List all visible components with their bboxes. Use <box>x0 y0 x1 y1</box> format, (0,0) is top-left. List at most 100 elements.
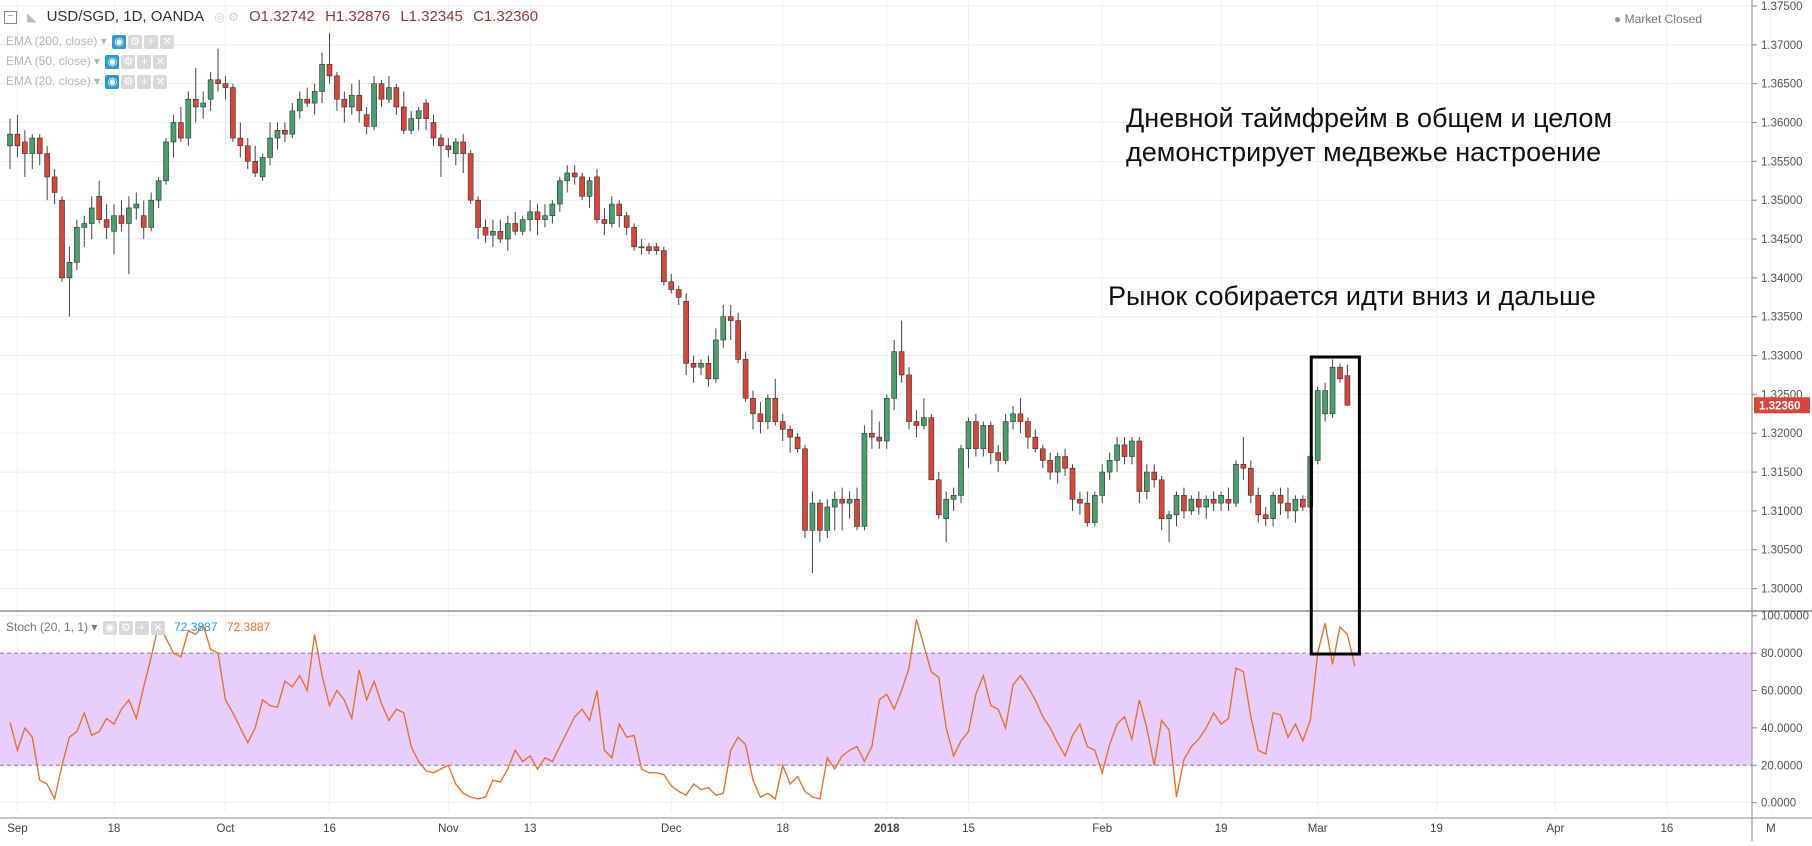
plus-icon[interactable]: + <box>134 620 149 635</box>
candle <box>943 491 949 542</box>
candle <box>1166 510 1172 542</box>
candle <box>586 176 593 208</box>
candle-body-down <box>393 87 400 108</box>
candle <box>1121 437 1128 465</box>
candle <box>1069 464 1076 511</box>
stoch-tick-label: 40.0000 <box>1761 723 1803 735</box>
candle <box>1233 460 1239 508</box>
settings-icon[interactable]: ◎ ⚙ <box>214 10 239 24</box>
candle <box>29 134 36 170</box>
candle <box>334 72 340 111</box>
candle <box>757 402 764 434</box>
gear-icon[interactable]: ⚙ <box>121 54 136 69</box>
candle <box>1106 452 1113 480</box>
candle-body-down <box>817 502 823 531</box>
candle <box>36 134 43 166</box>
market-status: ● Market Closed <box>1614 12 1702 26</box>
close-icon[interactable]: ✕ <box>150 620 165 635</box>
candle-body-up <box>74 227 80 263</box>
chevron-down-icon[interactable]: ▾ <box>94 74 101 88</box>
ema-200-legend[interactable]: EMA (200, close) ▾ ◉ ⚙ + ✕ <box>6 34 175 49</box>
candle <box>1188 495 1195 515</box>
close-icon[interactable]: ✕ <box>153 54 168 69</box>
ema-50-legend[interactable]: EMA (50, close) ▾ ◉ ⚙ + ✕ <box>6 54 168 69</box>
ema-20-legend[interactable]: EMA (20, close) ▾ ◉ ⚙ + ✕ <box>6 74 168 89</box>
candle <box>794 433 801 453</box>
plus-icon[interactable]: + <box>137 54 152 69</box>
candle <box>1240 437 1247 480</box>
candle-body-up <box>66 262 73 279</box>
eye-icon[interactable]: ◉ <box>102 620 117 635</box>
candle-body-down <box>1077 498 1083 504</box>
candle-body-down <box>646 246 652 251</box>
time-tick-label: Feb <box>1092 823 1112 835</box>
candle-body-down <box>735 320 741 360</box>
candle-body-up <box>155 180 162 201</box>
candle-body-down <box>334 75 340 100</box>
candle <box>1032 429 1039 453</box>
candle <box>252 145 258 177</box>
time-axis[interactable]: Sep 18 Oct 16 Nov 13 Dec 18 2018 15 Feb 19 Mar 19 Apr 1… <box>0 817 1812 835</box>
candle <box>155 176 162 208</box>
candle <box>445 138 452 158</box>
candle-body-up <box>831 498 838 508</box>
candle-body-up <box>1143 471 1150 492</box>
candle-body-up <box>1002 421 1009 461</box>
candle <box>1173 491 1180 527</box>
candle <box>675 285 682 306</box>
candle-body-down <box>512 223 519 232</box>
candle <box>363 106 370 135</box>
gear-icon[interactable]: ⚙ <box>118 620 133 635</box>
candle <box>148 192 154 232</box>
candle <box>891 340 897 410</box>
eye-icon[interactable]: ◉ <box>105 54 120 69</box>
candle-body-down <box>869 432 875 438</box>
gear-icon[interactable]: ⚙ <box>121 74 136 89</box>
candle <box>200 91 206 119</box>
candle-body-up <box>557 180 563 205</box>
chevron-down-icon[interactable]: ▾ <box>94 54 101 68</box>
candle-body-down <box>928 417 935 481</box>
candle <box>861 425 868 531</box>
candle-body-down <box>1017 413 1024 422</box>
candle-body-up <box>950 495 957 500</box>
ema-200-label[interactable]: EMA (200, close) <box>6 34 98 48</box>
annotation-line-2: демонстрирует медвежье настроение <box>1126 137 1602 167</box>
candle <box>400 91 407 135</box>
close-icon[interactable]: ✕ <box>153 74 168 89</box>
gear-icon[interactable]: ⚙ <box>128 34 143 49</box>
candle-body-up <box>296 98 303 112</box>
plus-icon[interactable]: + <box>137 74 152 89</box>
candle <box>601 207 608 236</box>
close-icon[interactable]: ✕ <box>160 34 175 49</box>
candle-body-down <box>1262 514 1269 519</box>
price-axis[interactable]: 1.37500 1.37000 1.36500 1.36000 1.35500 1.350… <box>1752 1 1803 596</box>
chevron-down-icon[interactable]: ▾ <box>100 34 107 48</box>
stoch-axis[interactable]: 100.0000 80.0000 60.0000 40.0000 20.0000 0.00… <box>1752 611 1809 810</box>
candle-body-down <box>727 316 734 321</box>
candle-body-down <box>779 421 786 430</box>
candle <box>928 413 935 481</box>
candle <box>1314 386 1321 465</box>
candle <box>831 491 838 531</box>
candle-body-up <box>1173 495 1180 516</box>
stoch-label[interactable]: Stoch (20, 1, 1) <box>6 620 89 634</box>
candle-body-down <box>1158 479 1165 519</box>
plus-icon[interactable]: + <box>144 34 159 49</box>
stoch-legend[interactable]: Stoch (20, 1, 1) ▾ ◉ ⚙ + ✕ 72.3887 72.3887 <box>6 620 270 635</box>
candle <box>512 211 519 236</box>
candle-body-up <box>289 110 296 135</box>
collapse-icon[interactable]: − <box>4 10 17 24</box>
annotation-line-1: Дневной таймфрейм в общем и целом <box>1126 103 1612 133</box>
close-value: C1.32360 <box>473 8 539 25</box>
candle-body-down <box>913 421 920 426</box>
candle <box>475 196 481 240</box>
eye-icon[interactable]: ◉ <box>105 74 120 89</box>
eye-icon[interactable]: ◉ <box>112 34 127 49</box>
ema-50-label[interactable]: EMA (50, close) <box>6 54 91 68</box>
chevron-down-icon[interactable]: ▾ <box>91 620 98 634</box>
symbol-title[interactable]: USD/SGD, 1D, OANDA <box>46 8 205 25</box>
candle-body-down <box>854 498 860 527</box>
ema-20-label[interactable]: EMA (20, close) <box>6 74 91 88</box>
